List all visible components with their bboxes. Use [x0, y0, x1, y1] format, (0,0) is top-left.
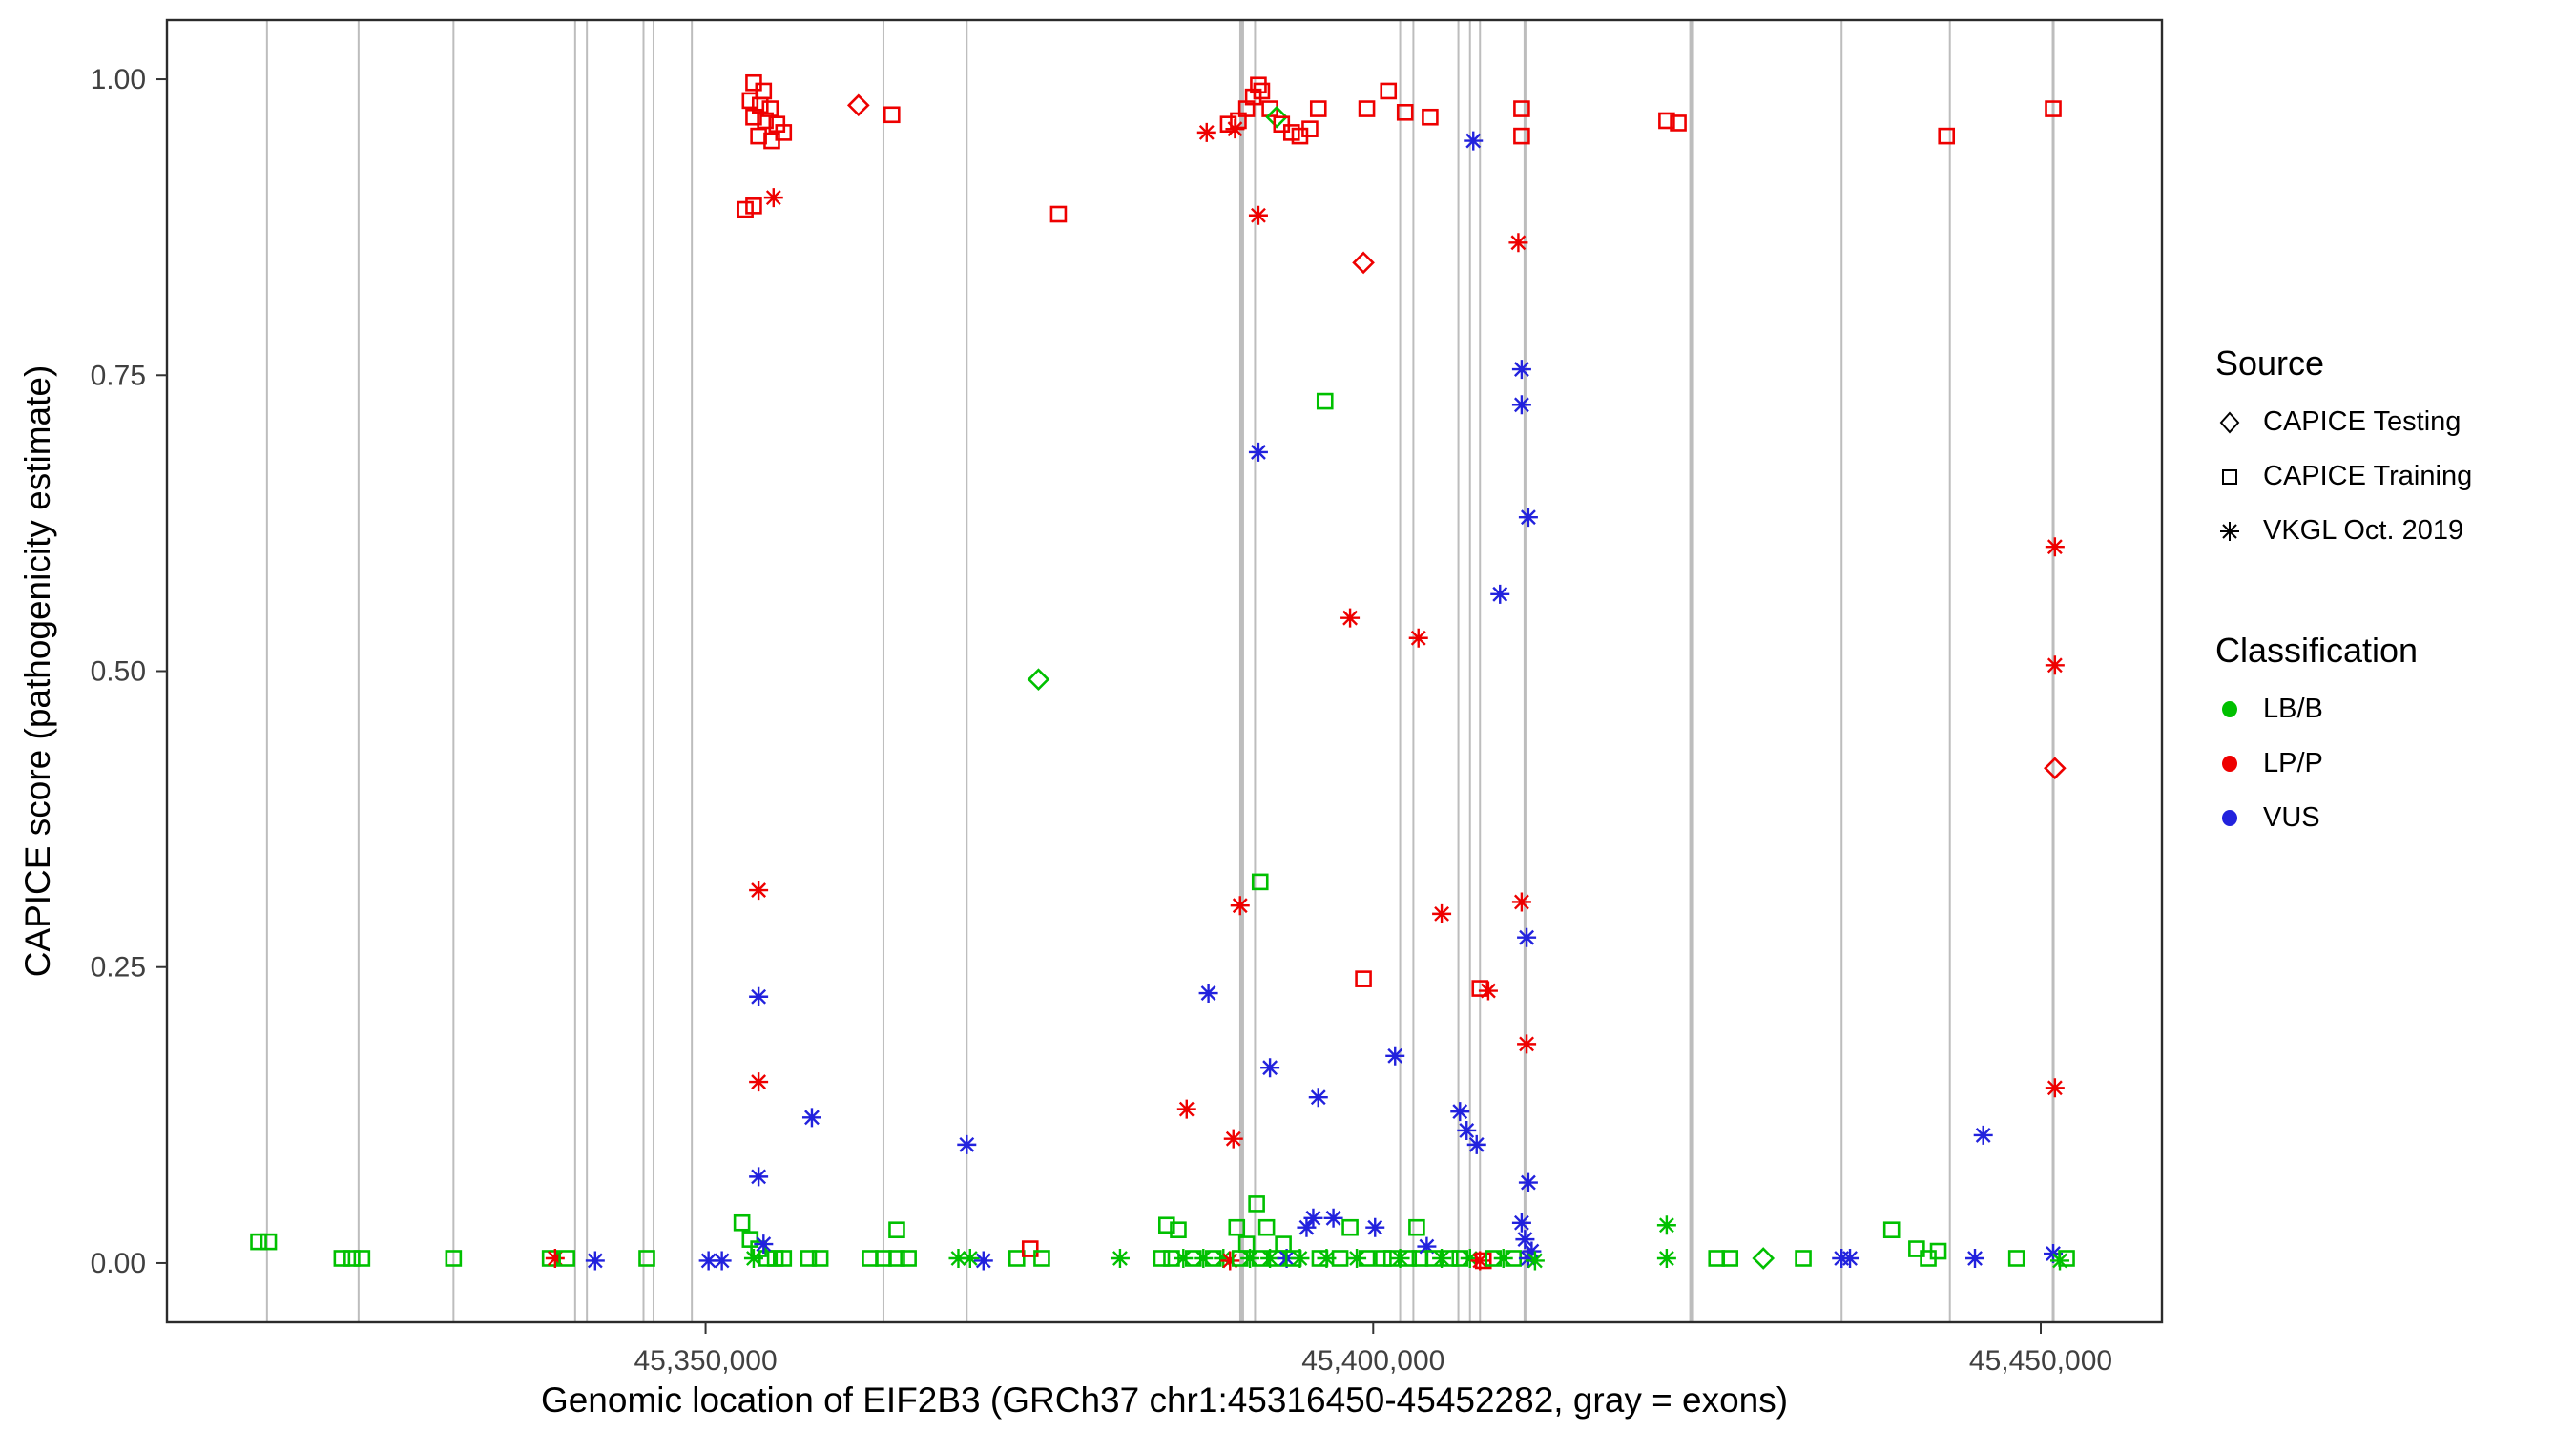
svg-text:Genomic location of EIF2B3 (GR: Genomic location of EIF2B3 (GRCh37 chr1:… [541, 1380, 1788, 1420]
svg-text:0.75: 0.75 [91, 360, 146, 391]
legend-item-vkgl: VKGL Oct. 2019 [2215, 515, 2568, 547]
legend-item-lbb: LB/B [2215, 694, 2568, 725]
legend-item-label: LP/P [2263, 748, 2323, 778]
asterisk-icon [2215, 517, 2244, 546]
legend-item-capice-training: CAPICE Training [2215, 461, 2568, 492]
svg-text:45,400,000: 45,400,000 [1301, 1345, 1444, 1377]
legend-classification-group: Classification LB/B LP/P VUS [2215, 631, 2568, 834]
legend-item-capice-testing: CAPICE Testing [2215, 406, 2568, 438]
legend-item-label: LB/B [2263, 694, 2323, 724]
blue-dot-icon [2215, 804, 2244, 833]
legend-classification-title: Classification [2215, 631, 2419, 670]
svg-text:1.00: 1.00 [91, 64, 146, 95]
svg-text:45,350,000: 45,350,000 [634, 1345, 777, 1377]
red-dot-icon [2215, 750, 2244, 778]
svg-text:CAPICE score (pathogenicity es: CAPICE score (pathogenicity estimate) [18, 365, 57, 978]
svg-text:0.00: 0.00 [91, 1248, 146, 1279]
legend: Source CAPICE Testing CAPICE Training [2215, 343, 2568, 857]
legend-spacer [2215, 570, 2568, 631]
legend-source-title: Source [2215, 343, 2325, 383]
legend-item-label: VUS [2263, 802, 2320, 833]
svg-text:45,450,000: 45,450,000 [1969, 1345, 2112, 1377]
green-dot-icon [2215, 695, 2244, 724]
svg-text:0.50: 0.50 [91, 656, 146, 688]
legend-item-label: CAPICE Training [2263, 461, 2473, 491]
square-icon [2215, 463, 2244, 491]
legend-item-vus: VUS [2215, 802, 2568, 834]
legend-item-lpp: LP/P [2215, 748, 2568, 779]
svg-text:0.25: 0.25 [91, 952, 146, 984]
legend-item-label: VKGL Oct. 2019 [2263, 515, 2464, 546]
legend-item-label: CAPICE Testing [2263, 406, 2462, 437]
diamond-icon [2215, 408, 2244, 437]
legend-source-group: Source CAPICE Testing CAPICE Training [2215, 343, 2568, 547]
